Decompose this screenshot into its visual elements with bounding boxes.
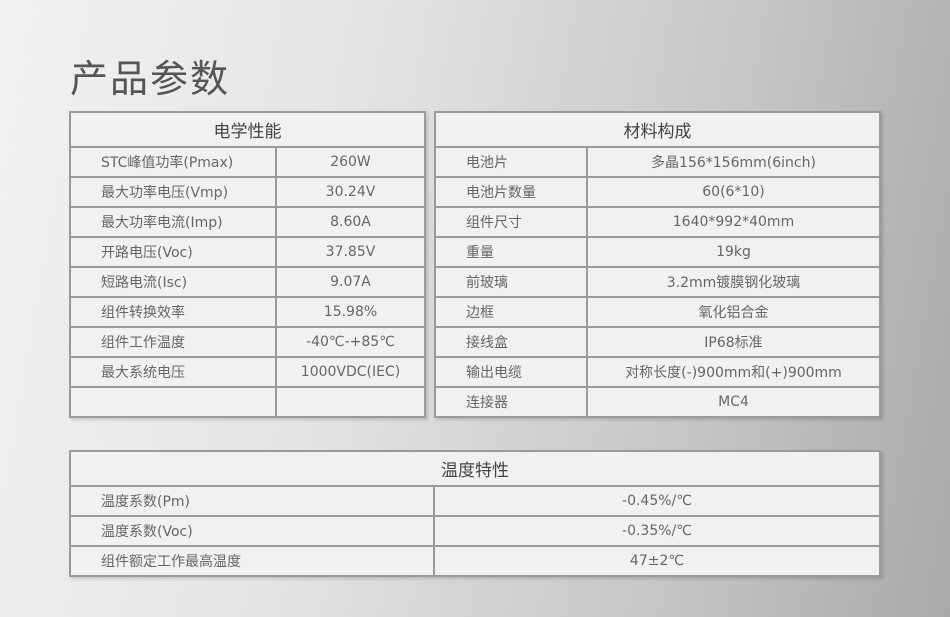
table-row: 接线盒 IP68标准 bbox=[434, 326, 881, 358]
temperature-table: 温度特性 温度系数(Pm) -0.45%/℃ 温度系数(Voc) -0.35%/℃ 组件… bbox=[69, 450, 881, 577]
material-header: 材料构成 bbox=[434, 111, 881, 148]
cell-value: 15.98% bbox=[275, 296, 426, 328]
cell-label bbox=[69, 386, 277, 418]
table-row: 边框 氧化铝合金 bbox=[434, 296, 881, 328]
cell-label: 短路电流(Isc) bbox=[69, 266, 277, 298]
cell-label: 开路电压(Voc) bbox=[69, 236, 277, 268]
cell-label: 组件转换效率 bbox=[69, 296, 277, 328]
cell-label: 温度系数(Voc) bbox=[69, 515, 435, 547]
cell-value: MC4 bbox=[586, 386, 881, 418]
cell-value: 9.07A bbox=[275, 266, 426, 298]
cell-value: 19kg bbox=[586, 236, 881, 268]
electrical-table: 电学性能 STC峰值功率(Pmax) 260W 最大功率电压(Vmp) 30.24V 最… bbox=[69, 111, 426, 418]
cell-value: 氧化铝合金 bbox=[586, 296, 881, 328]
cell-value: 37.85V bbox=[275, 236, 426, 268]
cell-value: 8.60A bbox=[275, 206, 426, 238]
table-row: 重量 19kg bbox=[434, 236, 881, 268]
table-row: 输出电缆 对称长度(-)900mm和(+)900mm bbox=[434, 356, 881, 388]
cell-label: 前玻璃 bbox=[434, 266, 588, 298]
cell-value: -0.35%/℃ bbox=[433, 515, 881, 547]
cell-value: 1000VDC(IEC) bbox=[275, 356, 426, 388]
cell-value: 多晶156*156mm(6inch) bbox=[586, 146, 881, 178]
table-row: 开路电压(Voc) 37.85V bbox=[69, 236, 426, 268]
cell-value: -40℃-+85℃ bbox=[275, 326, 426, 358]
table-row: STC峰值功率(Pmax) 260W bbox=[69, 146, 426, 178]
table-row: 电池片数量 60(6*10) bbox=[434, 176, 881, 208]
cell-label: 边框 bbox=[434, 296, 588, 328]
cell-label: 温度系数(Pm) bbox=[69, 485, 435, 517]
cell-label: 最大系统电压 bbox=[69, 356, 277, 388]
table-row: 短路电流(Isc) 9.07A bbox=[69, 266, 426, 298]
cell-value: 260W bbox=[275, 146, 426, 178]
cell-value bbox=[275, 386, 426, 418]
cell-value: IP68标准 bbox=[586, 326, 881, 358]
cell-label: STC峰值功率(Pmax) bbox=[69, 146, 277, 178]
cell-label: 重量 bbox=[434, 236, 588, 268]
temperature-header: 温度特性 bbox=[69, 450, 881, 487]
table-row: 前玻璃 3.2mm镀膜钢化玻璃 bbox=[434, 266, 881, 298]
table-row: 组件工作温度 -40℃-+85℃ bbox=[69, 326, 426, 358]
cell-value: 47±2℃ bbox=[433, 545, 881, 577]
cell-value: 1640*992*40mm bbox=[586, 206, 881, 238]
cell-value: 60(6*10) bbox=[586, 176, 881, 208]
table-row: 最大功率电压(Vmp) 30.24V bbox=[69, 176, 426, 208]
cell-label: 组件尺寸 bbox=[434, 206, 588, 238]
cell-label: 组件额定工作最高温度 bbox=[69, 545, 435, 577]
cell-label: 电池片数量 bbox=[434, 176, 588, 208]
cell-label: 组件工作温度 bbox=[69, 326, 277, 358]
table-row: 温度系数(Pm) -0.45%/℃ bbox=[69, 485, 881, 517]
cell-label: 输出电缆 bbox=[434, 356, 588, 388]
page-title: 产品参数 bbox=[70, 57, 231, 101]
cell-label: 电池片 bbox=[434, 146, 588, 178]
table-row: 组件转换效率 15.98% bbox=[69, 296, 426, 328]
table-row bbox=[69, 386, 426, 418]
table-row: 温度系数(Voc) -0.35%/℃ bbox=[69, 515, 881, 547]
table-row: 最大系统电压 1000VDC(IEC) bbox=[69, 356, 426, 388]
cell-label: 连接器 bbox=[434, 386, 588, 418]
cell-value: 对称长度(-)900mm和(+)900mm bbox=[586, 356, 881, 388]
table-row: 组件尺寸 1640*992*40mm bbox=[434, 206, 881, 238]
cell-label: 最大功率电流(Imp) bbox=[69, 206, 277, 238]
material-table: 材料构成 电池片 多晶156*156mm(6inch) 电池片数量 60(6*10) 组… bbox=[434, 111, 881, 418]
table-row: 组件额定工作最高温度 47±2℃ bbox=[69, 545, 881, 577]
table-row: 最大功率电流(Imp) 8.60A bbox=[69, 206, 426, 238]
cell-value: -0.45%/℃ bbox=[433, 485, 881, 517]
cell-value: 3.2mm镀膜钢化玻璃 bbox=[586, 266, 881, 298]
cell-label: 接线盒 bbox=[434, 326, 588, 358]
electrical-header: 电学性能 bbox=[69, 111, 426, 148]
table-row: 电池片 多晶156*156mm(6inch) bbox=[434, 146, 881, 178]
cell-label: 最大功率电压(Vmp) bbox=[69, 176, 277, 208]
table-row: 连接器 MC4 bbox=[434, 386, 881, 418]
cell-value: 30.24V bbox=[275, 176, 426, 208]
